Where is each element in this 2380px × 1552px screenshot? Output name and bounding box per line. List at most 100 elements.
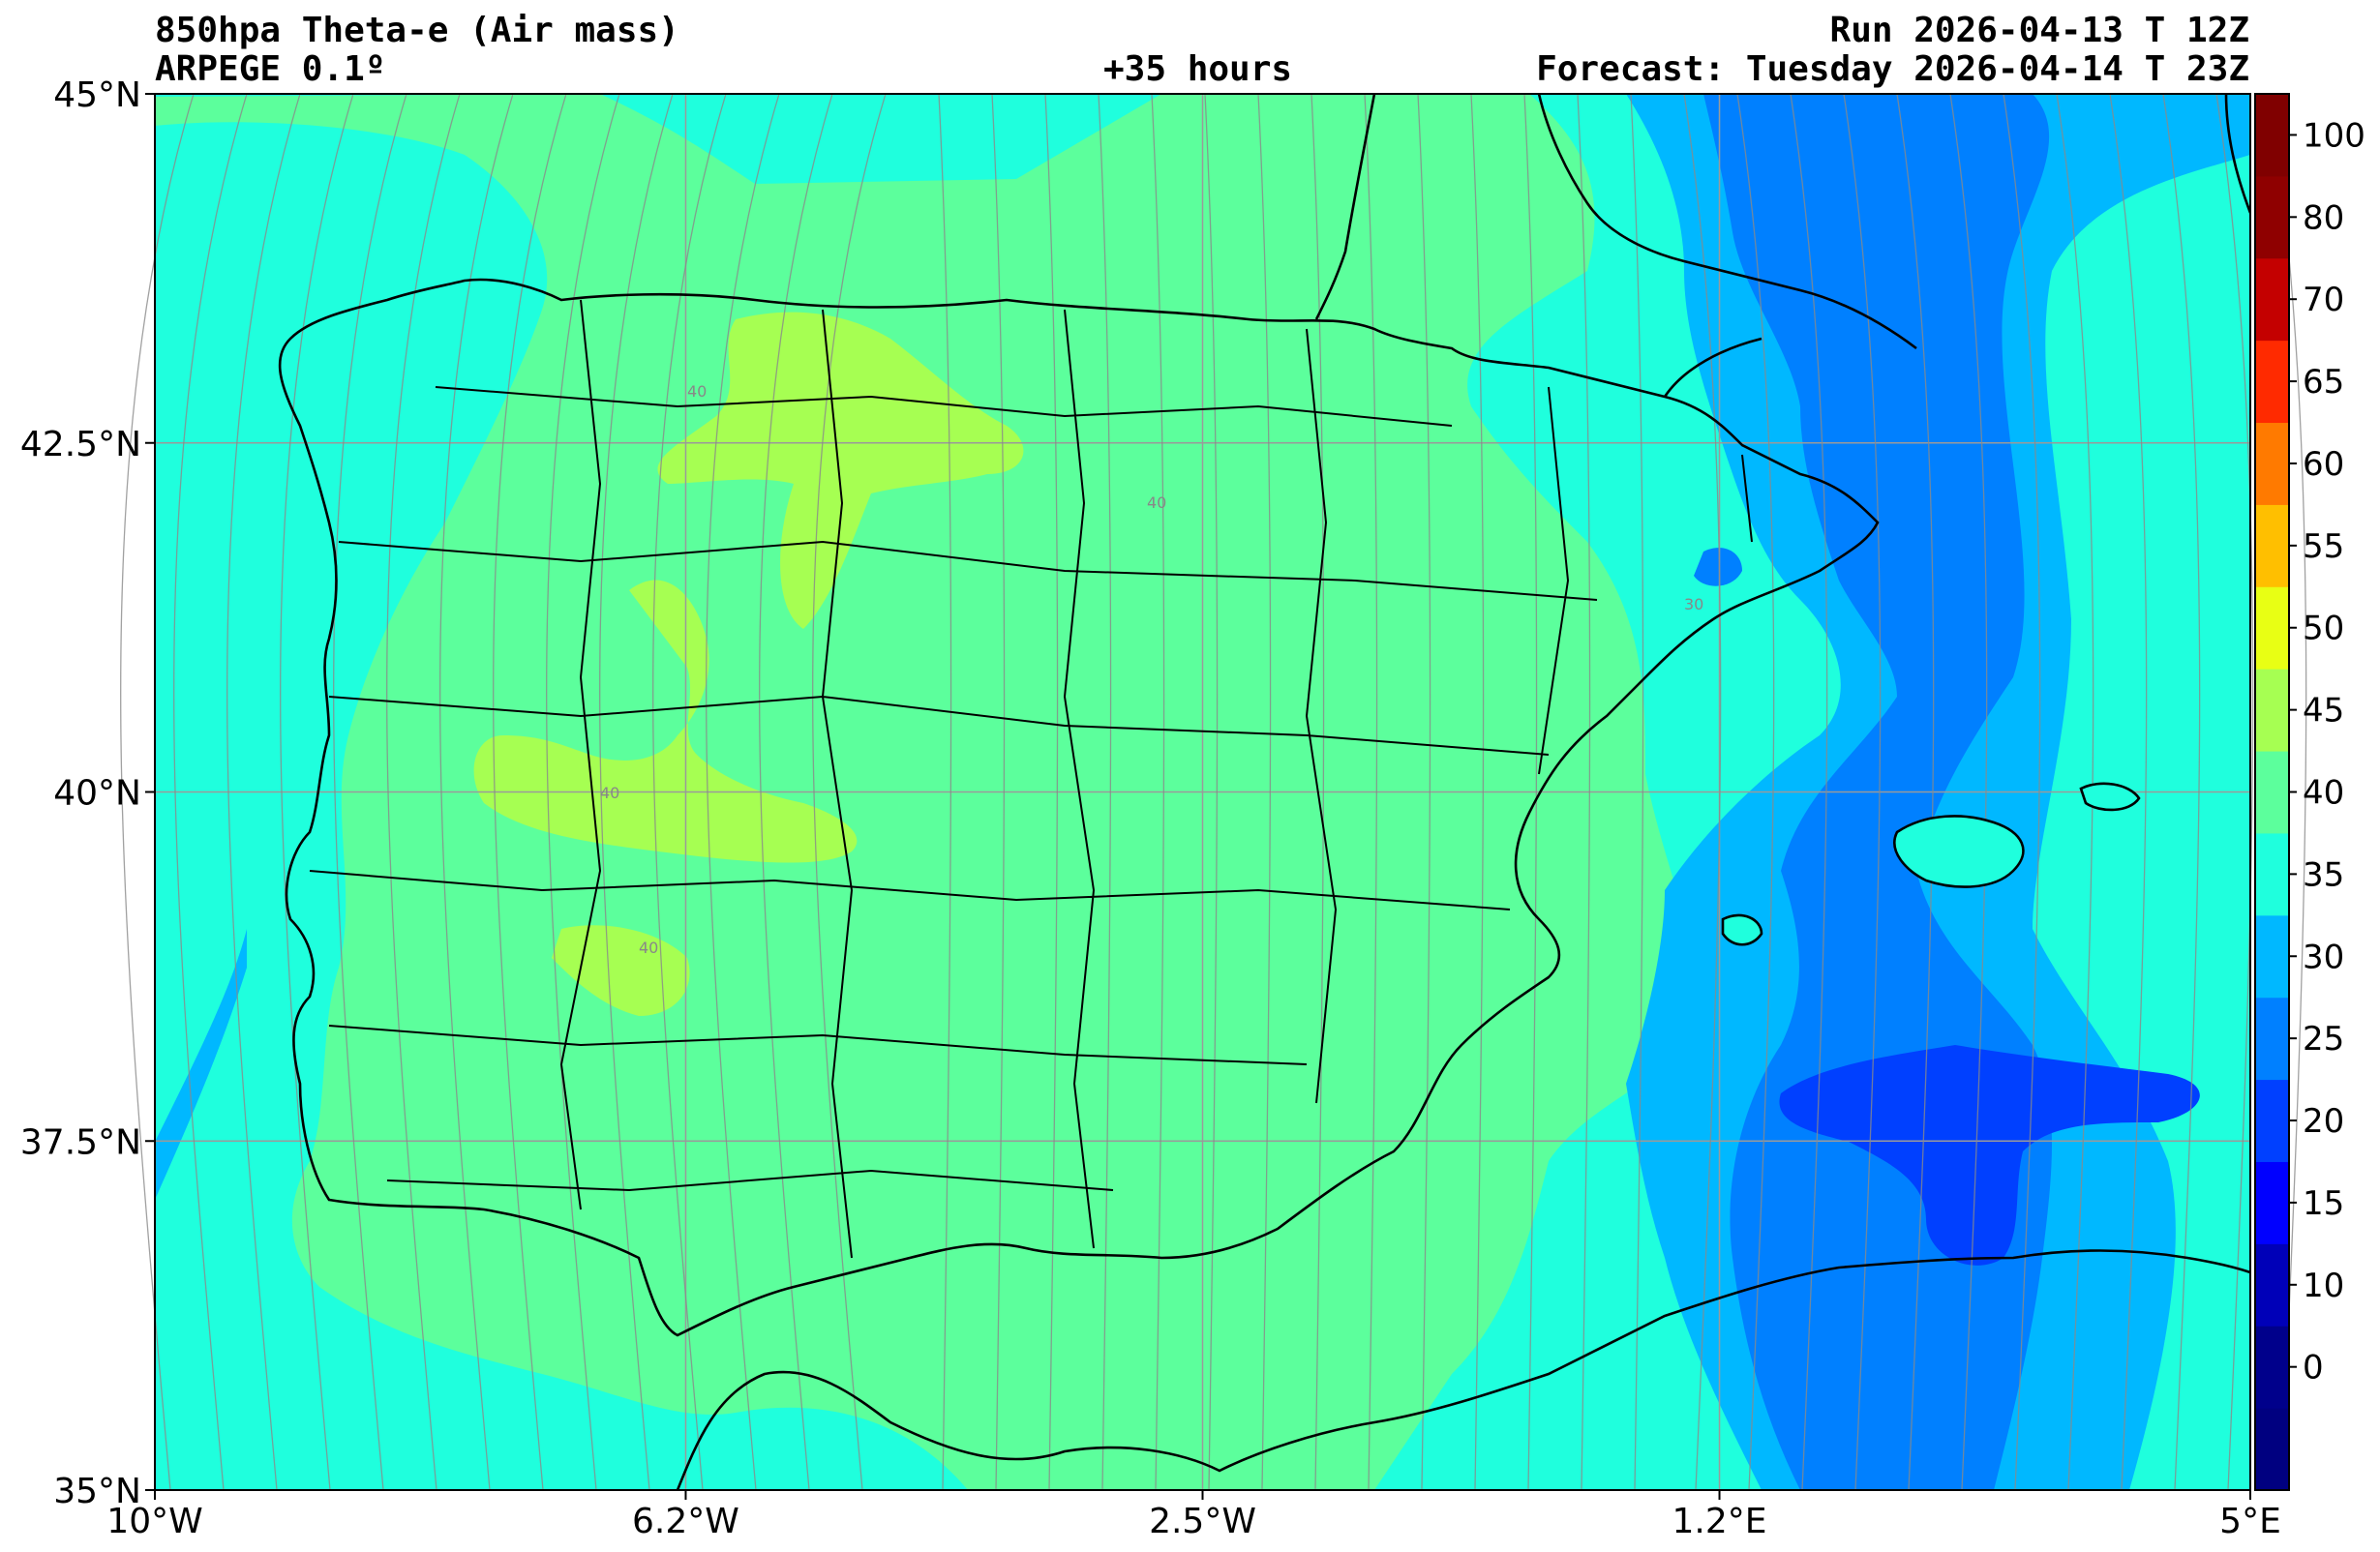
- colorbar-swatch: [2255, 1079, 2289, 1162]
- streamline: [1630, 93, 1644, 1491]
- forecast-time: Forecast: Tuesday 2026-04-14 T 23Z: [1536, 49, 2249, 89]
- streamline: [812, 93, 887, 1491]
- y-tick-label: 35°N: [53, 1472, 141, 1511]
- x-tick-label: 1.2°E: [1672, 1502, 1767, 1541]
- streamline: [386, 93, 461, 1491]
- streamline: [280, 93, 354, 1491]
- colorbar-swatch: [2255, 832, 2289, 916]
- streamline: [706, 93, 780, 1491]
- contour-label: 30: [1684, 595, 1703, 613]
- colorbar: 0 10 15 20 25 30 35 40 45 50 55 60 65 70 80 100: [2254, 93, 2365, 1491]
- colorbar-swatch: [2255, 504, 2289, 587]
- streamline: [226, 93, 301, 1491]
- lead-time: +35 hours: [1103, 49, 1293, 89]
- colorbar-label: 65: [2303, 363, 2344, 402]
- streamline: [1843, 93, 1882, 1491]
- colorbar-label: 35: [2303, 855, 2344, 894]
- colorbar-label: 70: [2303, 281, 2344, 319]
- colorbar-swatch: [2255, 175, 2289, 259]
- colorbar-swatch: [2255, 751, 2289, 834]
- x-tick-label: 6.2°W: [632, 1502, 739, 1541]
- streamline: [439, 93, 514, 1491]
- contour-label: 40: [1147, 493, 1166, 512]
- colorbar-swatch: [2255, 94, 2289, 177]
- colorbar-swatch: [2255, 1243, 2289, 1327]
- run-time: Run 2026-04-13 T 12Z: [1829, 11, 2249, 50]
- streamline: [1736, 93, 1775, 1491]
- y-axis: 45°N 42.5°N 40°N 37.5°N 35°N: [20, 75, 155, 1511]
- iberia-coastline: [278, 278, 1880, 1337]
- colorbar-label: 30: [2303, 938, 2344, 976]
- streamline: [2109, 93, 2148, 1491]
- streamline: [1949, 93, 1988, 1491]
- coastlines-borders: [278, 94, 2250, 1490]
- streamline: [1417, 93, 1431, 1491]
- streamline: [1896, 93, 1935, 1491]
- x-tick-label: 10°W: [106, 1502, 202, 1541]
- streamline: [173, 93, 248, 1491]
- band-45-south: [552, 925, 690, 1016]
- model-name: ARPEGE 0.1º: [155, 49, 386, 89]
- colorbar-swatch: [2255, 997, 2289, 1081]
- colorbar-swatch: [2255, 422, 2289, 505]
- contour-label: 40: [639, 939, 658, 957]
- streamline: [2269, 93, 2307, 1491]
- colorbar-swatch: [2255, 586, 2289, 670]
- streamline: [2056, 93, 2094, 1491]
- x-tick-label: 2.5°W: [1149, 1502, 1256, 1541]
- band-25-patch: [1694, 548, 1742, 586]
- sardinia-coast: [2224, 94, 2250, 214]
- streamline: [493, 93, 567, 1491]
- streamline: [1044, 93, 1059, 1491]
- colorbar-label: 0: [2303, 1349, 2324, 1388]
- map-title: 850hpa Theta-e (Air mass): [155, 11, 679, 50]
- streamline: [2215, 93, 2254, 1491]
- africa-coastline: [676, 1249, 2250, 1490]
- colorbar-swatch: [2255, 669, 2289, 752]
- province-borders: [309, 299, 1753, 1259]
- france-coast-border: [1314, 94, 1917, 398]
- band-30-west: [155, 929, 247, 1200]
- y-tick-label: 42.5°N: [20, 425, 141, 464]
- colorbar-swatch: [2255, 340, 2289, 424]
- streamline: [1577, 93, 1591, 1491]
- streamline: [1470, 93, 1485, 1491]
- colorbar-label: 55: [2303, 527, 2344, 566]
- streamline: [1683, 93, 1722, 1491]
- streamline: [652, 93, 727, 1491]
- y-tick-label: 45°N: [53, 75, 141, 115]
- contour-label: 40: [600, 784, 619, 802]
- colorbar-label: 80: [2303, 198, 2344, 237]
- streamline: [1257, 93, 1272, 1491]
- colorbar-label: 45: [2303, 692, 2344, 731]
- contour-label: 40: [687, 382, 707, 401]
- streamline: [333, 93, 407, 1491]
- streamline: [759, 93, 833, 1491]
- colorbar-frame: [2254, 93, 2290, 1491]
- y-tick-label: 37.5°N: [20, 1122, 141, 1162]
- streamline: [120, 93, 195, 1491]
- colorbar-label: 25: [2303, 1020, 2344, 1059]
- streamline: [1098, 93, 1112, 1491]
- contour-labels: 40 40 40 40 30: [600, 382, 1703, 957]
- streamline: [1311, 93, 1325, 1491]
- streamline: [2003, 93, 2041, 1491]
- colorbar-swatch: [2255, 1326, 2289, 1409]
- colorbar-label: 20: [2303, 1102, 2344, 1141]
- streamline: [546, 93, 620, 1491]
- colorbar-swatch: [2255, 914, 2289, 999]
- band-45-north: [657, 312, 1024, 629]
- colorbar-label: 50: [2303, 610, 2344, 648]
- colorbar-swatch: [2255, 1161, 2289, 1244]
- streamline: [1523, 93, 1538, 1491]
- streamline: [1204, 93, 1219, 1491]
- colorbar-label: 15: [2303, 1184, 2344, 1223]
- y-tick-label: 40°N: [53, 774, 141, 814]
- balearic-islands: [1721, 782, 2141, 946]
- colorbar-label: 60: [2303, 445, 2344, 484]
- x-axis: 10°W 6.2°W 2.5°W 1.2°E 5°E: [106, 1490, 2281, 1541]
- colorbar-label: 100: [2303, 116, 2365, 155]
- x-tick-label: 5°E: [2219, 1502, 2281, 1541]
- band-20-east: [1779, 1045, 2200, 1266]
